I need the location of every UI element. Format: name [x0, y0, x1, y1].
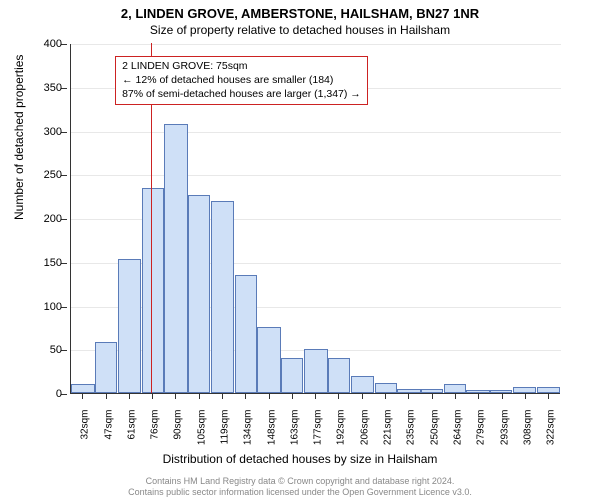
annotation-box: 2 LINDEN GROVE: 75sqm← 12% of detached h…: [115, 56, 368, 105]
x-axis-label: Distribution of detached houses by size …: [0, 452, 600, 466]
x-tick: [175, 393, 176, 399]
histogram-bar: [235, 275, 257, 393]
x-tick: [222, 393, 223, 399]
x-tick: [502, 393, 503, 399]
x-tick: [455, 393, 456, 399]
annotation-line: 87% of semi-detached houses are larger (…: [122, 88, 361, 102]
chart-area: 05010015020025030035040032sqm47sqm61sqm7…: [70, 44, 580, 424]
histogram-bar: [328, 358, 350, 393]
x-tick: [362, 393, 363, 399]
x-tick: [385, 393, 386, 399]
footer-line-1: Contains HM Land Registry data © Crown c…: [0, 476, 600, 487]
histogram-bar: [257, 327, 281, 394]
histogram-bar: [444, 384, 466, 393]
histogram-bar: [71, 384, 95, 393]
x-tick: [292, 393, 293, 399]
histogram-bar: [95, 342, 117, 393]
histogram-bar: [118, 259, 142, 393]
x-tick: [152, 393, 153, 399]
histogram-bar: [351, 376, 375, 394]
x-tick: [245, 393, 246, 399]
y-tick-label: 400: [22, 38, 62, 50]
x-tick: [525, 393, 526, 399]
annotation-line: 2 LINDEN GROVE: 75sqm: [122, 60, 361, 74]
histogram-bar: [304, 349, 328, 393]
x-tick: [548, 393, 549, 399]
histogram-bar: [164, 124, 188, 394]
y-tick-label: 300: [22, 126, 62, 138]
annotation-line: ← 12% of detached houses are smaller (18…: [122, 74, 361, 88]
x-tick: [199, 393, 200, 399]
x-tick: [82, 393, 83, 399]
x-tick: [408, 393, 409, 399]
y-tick-label: 200: [22, 213, 62, 225]
x-tick: [106, 393, 107, 399]
chart-subtitle: Size of property relative to detached ho…: [0, 23, 600, 37]
histogram-bar: [375, 383, 397, 394]
x-tick: [338, 393, 339, 399]
y-tick-label: 150: [22, 257, 62, 269]
footer-line-2: Contains public sector information licen…: [0, 487, 600, 498]
gridline-h: [71, 132, 561, 133]
y-tick-label: 250: [22, 169, 62, 181]
y-tick-label: 100: [22, 301, 62, 313]
x-tick: [478, 393, 479, 399]
x-tick: [269, 393, 270, 399]
gridline-h: [71, 175, 561, 176]
y-tick-label: 350: [22, 82, 62, 94]
histogram-bar: [188, 195, 210, 393]
plot-region: 05010015020025030035040032sqm47sqm61sqm7…: [70, 44, 560, 394]
histogram-bar: [142, 188, 164, 393]
gridline-h: [71, 44, 561, 45]
y-tick-label: 0: [22, 388, 62, 400]
x-tick: [129, 393, 130, 399]
x-tick: [315, 393, 316, 399]
y-tick-label: 50: [22, 344, 62, 356]
x-tick: [432, 393, 433, 399]
histogram-bar: [281, 358, 303, 393]
footer-attribution: Contains HM Land Registry data © Crown c…: [0, 476, 600, 498]
chart-title: 2, LINDEN GROVE, AMBERSTONE, HAILSHAM, B…: [0, 6, 600, 21]
histogram-bar: [211, 201, 235, 394]
